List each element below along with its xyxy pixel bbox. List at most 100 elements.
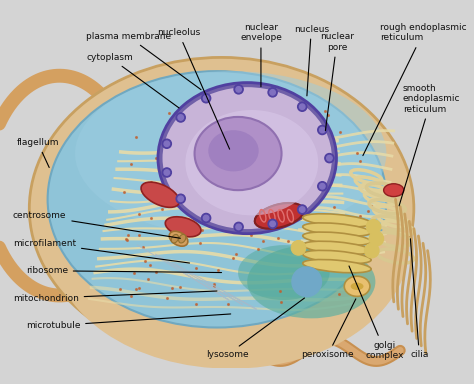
Point <box>328 217 336 223</box>
Circle shape <box>325 154 334 163</box>
Circle shape <box>300 104 305 109</box>
Point <box>335 291 343 297</box>
Ellipse shape <box>29 58 414 359</box>
Point <box>152 156 160 162</box>
Ellipse shape <box>75 71 386 236</box>
Ellipse shape <box>141 182 179 207</box>
Circle shape <box>366 220 381 234</box>
Ellipse shape <box>255 203 304 228</box>
Point <box>121 189 128 195</box>
Point <box>297 152 304 159</box>
Text: microtubule: microtubule <box>26 314 231 330</box>
Text: nuclear
pore: nuclear pore <box>320 32 354 131</box>
Point <box>320 251 328 257</box>
Point <box>156 191 164 197</box>
Point <box>345 278 353 284</box>
Point <box>192 300 200 306</box>
Circle shape <box>203 215 209 221</box>
Circle shape <box>319 184 325 189</box>
Circle shape <box>162 168 172 177</box>
Point <box>362 221 370 227</box>
Point <box>153 269 160 275</box>
Circle shape <box>268 219 277 228</box>
Point <box>284 238 292 245</box>
Point <box>201 132 209 139</box>
Point <box>193 205 201 211</box>
Point <box>196 209 204 215</box>
Point <box>199 124 206 130</box>
Point <box>373 241 380 247</box>
Point <box>141 258 149 264</box>
Point <box>192 265 200 271</box>
Point <box>353 150 360 156</box>
Text: peroxisome: peroxisome <box>301 299 356 359</box>
Ellipse shape <box>165 217 201 237</box>
Point <box>168 227 176 233</box>
Ellipse shape <box>303 223 371 236</box>
Ellipse shape <box>247 245 375 318</box>
Point <box>198 227 205 233</box>
Point <box>161 153 168 159</box>
Point <box>352 235 360 241</box>
Ellipse shape <box>185 110 318 215</box>
Text: smooth
endoplasmic
reticulum: smooth endoplasmic reticulum <box>399 84 460 206</box>
Circle shape <box>300 207 305 212</box>
Point <box>168 285 175 291</box>
Circle shape <box>319 127 325 133</box>
Point <box>316 184 323 190</box>
Point <box>303 173 310 179</box>
Point <box>198 169 206 175</box>
Point <box>309 125 317 131</box>
Point <box>246 152 254 159</box>
Ellipse shape <box>163 87 332 229</box>
Circle shape <box>162 139 172 148</box>
Point <box>237 162 244 168</box>
Circle shape <box>201 214 210 223</box>
Ellipse shape <box>303 214 371 227</box>
Point <box>260 113 268 119</box>
Point <box>336 129 344 135</box>
Point <box>330 204 337 210</box>
Circle shape <box>234 85 243 94</box>
Circle shape <box>201 94 210 103</box>
Text: nucleus: nucleus <box>294 25 329 96</box>
Text: cytoplasm: cytoplasm <box>86 53 179 108</box>
Point <box>321 108 328 114</box>
Point <box>278 298 285 305</box>
Circle shape <box>164 170 170 175</box>
Circle shape <box>178 196 183 202</box>
Point <box>182 154 189 160</box>
Ellipse shape <box>171 234 179 243</box>
Point <box>131 270 138 276</box>
Text: plasma membrane: plasma membrane <box>86 32 201 89</box>
Ellipse shape <box>303 260 371 273</box>
Ellipse shape <box>303 250 371 264</box>
Point <box>305 244 312 250</box>
Point <box>309 175 316 181</box>
Point <box>274 127 282 133</box>
Point <box>139 244 146 250</box>
Point <box>281 122 288 128</box>
Circle shape <box>178 115 183 120</box>
Point <box>128 161 135 167</box>
Circle shape <box>236 87 241 92</box>
Point <box>246 232 254 238</box>
Point <box>255 246 262 252</box>
Point <box>310 169 317 175</box>
Ellipse shape <box>238 245 329 300</box>
Circle shape <box>298 205 307 214</box>
Circle shape <box>369 232 383 246</box>
Point <box>190 157 197 163</box>
Text: lysosome: lysosome <box>206 298 304 359</box>
Point <box>167 183 175 189</box>
Point <box>117 286 124 292</box>
Text: centrosome: centrosome <box>13 211 181 238</box>
Point <box>367 203 375 209</box>
Ellipse shape <box>169 231 188 246</box>
Circle shape <box>318 182 327 191</box>
Point <box>164 170 172 176</box>
Point <box>346 250 354 257</box>
Point <box>254 170 262 176</box>
Point <box>219 174 226 180</box>
Text: cilia: cilia <box>410 239 428 359</box>
